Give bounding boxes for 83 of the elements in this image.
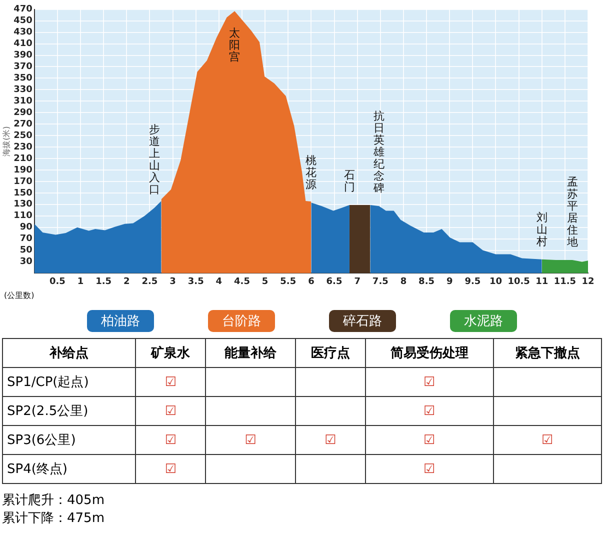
- y-tick-label: 150: [14, 188, 32, 198]
- y-tick-label: 450: [14, 16, 32, 26]
- text: ☑: [541, 432, 554, 448]
- y-tick-label: 30: [20, 257, 32, 268]
- text: ☑: [423, 374, 436, 390]
- x-tick-label: 12: [582, 276, 594, 287]
- x-tick-label: 11: [536, 276, 548, 287]
- text: ☑: [423, 462, 436, 476]
- x-tick-label: 4.5: [234, 276, 250, 287]
- x-tick-label: 2.5: [142, 276, 158, 287]
- category-label: 简易受伤处理: [366, 338, 494, 368]
- y-tick-label: 110: [14, 211, 32, 222]
- y-tick-label: 330: [14, 85, 32, 96]
- y-axis-title: 海拔(米): [2, 126, 11, 156]
- text: 累计下降：475m: [2, 510, 106, 528]
- text: 台阶路: [208, 310, 275, 332]
- y-tick-label: 390: [14, 50, 32, 61]
- category-label: SP2(2.5公里): [7, 404, 88, 419]
- x-axis-title: (公里数): [4, 291, 34, 300]
- text: ☑: [244, 432, 256, 448]
- y-tick-label: 190: [14, 165, 32, 176]
- y-tick-label: 410: [14, 39, 32, 50]
- category-label: SP1/CP(起点): [7, 375, 89, 390]
- category-label: SP3(6公里): [7, 433, 76, 448]
- annotation: 石门: [344, 168, 355, 194]
- x-tick-label: 3.5: [188, 276, 204, 287]
- x-tick-label: 9.5: [464, 276, 481, 287]
- x-tick-label: 1: [77, 276, 84, 287]
- text: ☑: [164, 432, 177, 448]
- x-tick-label: 9: [446, 276, 453, 287]
- category-label: 能量补给: [206, 338, 296, 368]
- category-label: 矿泉水: [136, 338, 206, 368]
- text: ☑: [423, 404, 436, 418]
- x-tick-label: 5: [262, 276, 268, 287]
- y-tick-label: 290: [14, 108, 32, 118]
- category-label: 紧急下撤点: [493, 338, 602, 368]
- x-tick-label: 0.5: [49, 276, 66, 287]
- y-tick-label: 50: [20, 246, 32, 256]
- x-tick-label: 7: [354, 276, 360, 287]
- text: ☑: [423, 432, 436, 448]
- annotation: 孟苏平居住地: [566, 175, 578, 248]
- y-tick-label: 470: [14, 4, 32, 15]
- x-tick-label: 6.5: [326, 276, 342, 287]
- y-tick-label: 310: [14, 96, 32, 106]
- annotation: 抗日英雄纪念碑: [372, 109, 385, 194]
- text: 水泥路: [450, 310, 517, 332]
- y-tick-label: 350: [14, 74, 32, 84]
- text: ☑: [324, 432, 336, 448]
- text: ☑: [164, 462, 177, 476]
- category-label: 医疗点: [295, 338, 366, 368]
- x-tick-label: 8.5: [418, 276, 435, 287]
- annotation: 步道上山入口: [148, 123, 160, 196]
- y-tick-label: 430: [14, 28, 32, 38]
- x-tick-label: 6: [308, 276, 314, 287]
- y-tick-label: 210: [14, 154, 32, 164]
- text: 碎石路: [329, 310, 396, 332]
- y-tick-label: 70: [20, 234, 32, 244]
- annotation: 太阳宫: [229, 26, 240, 64]
- x-tick-label: 10.5: [508, 276, 530, 287]
- text: 补给点: [2, 338, 136, 368]
- x-tick-label: 5.5: [280, 276, 296, 287]
- y-tick-label: 370: [14, 62, 32, 72]
- x-tick-label: 10: [489, 276, 502, 287]
- x-tick-label: 2: [124, 276, 130, 287]
- x-tick-label: 4: [216, 276, 222, 287]
- text: ☑: [164, 404, 177, 418]
- x-tick-label: 11.5: [554, 276, 576, 287]
- y-tick-label: 250: [14, 130, 32, 141]
- category-label: SP4(终点): [7, 462, 68, 477]
- text: 柏油路: [87, 310, 154, 332]
- y-tick-label: 230: [14, 142, 32, 152]
- x-tick-label: 7.5: [372, 276, 388, 287]
- x-tick-label: 1.5: [96, 276, 112, 287]
- annotation: 桃花源: [306, 154, 317, 192]
- y-tick-label: 90: [20, 222, 32, 233]
- x-tick-label: 3: [170, 276, 176, 287]
- annotation: 刘山村: [535, 210, 548, 248]
- text: 累计爬升：405m: [2, 492, 106, 510]
- y-tick-label: 170: [14, 176, 32, 187]
- text: ☑: [164, 374, 177, 390]
- y-tick-label: 130: [14, 200, 32, 210]
- x-tick-label: 8: [400, 276, 407, 287]
- y-tick-label: 270: [14, 119, 32, 130]
